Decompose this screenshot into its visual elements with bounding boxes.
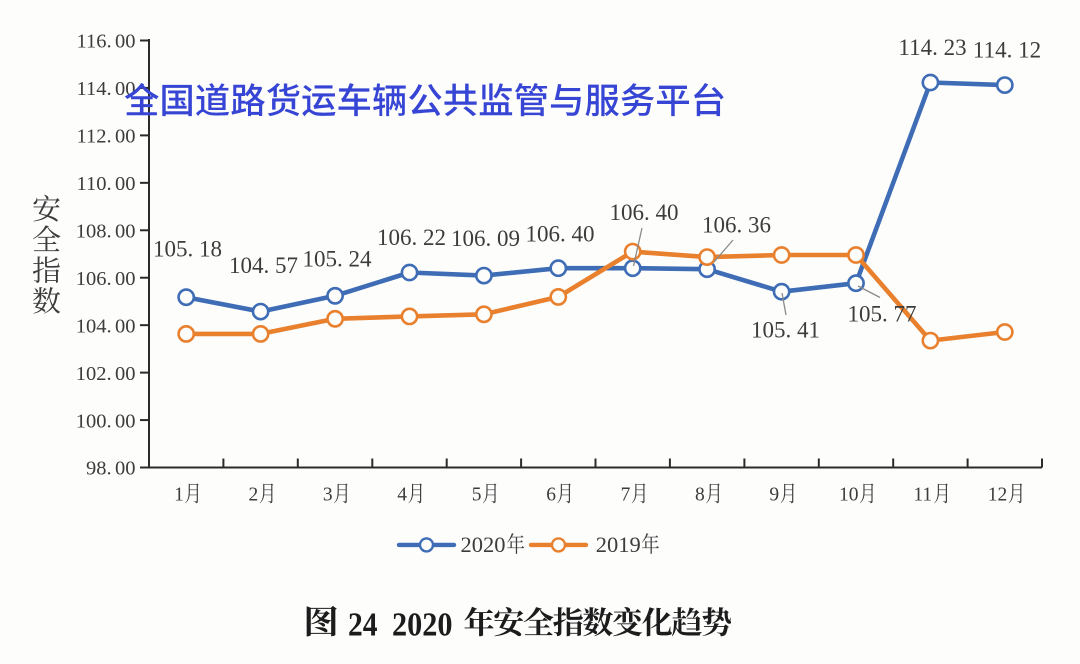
svg-text:2020: 2020 xyxy=(392,607,453,644)
svg-text:2: 2 xyxy=(249,485,259,506)
svg-text:4: 4 xyxy=(397,485,407,506)
svg-text:98.00: 98. 00 xyxy=(86,458,136,480)
svg-text:108.00: 108. 00 xyxy=(76,221,136,243)
svg-text:2020: 2020 xyxy=(461,532,506,557)
svg-text:106. 09: 106. 09 xyxy=(451,226,520,251)
svg-text:104.00: 104. 00 xyxy=(76,315,136,337)
svg-text:1: 1 xyxy=(174,485,184,506)
svg-text:2019: 2019 xyxy=(596,532,641,557)
svg-text:7: 7 xyxy=(621,485,631,506)
svg-text:100.00: 100. 00 xyxy=(76,410,136,432)
svg-text:112.00: 112. 00 xyxy=(76,126,135,148)
svg-text:105. 41: 105. 41 xyxy=(751,318,820,343)
svg-text:3: 3 xyxy=(323,485,333,506)
svg-text:11: 11 xyxy=(913,485,932,506)
svg-text:12: 12 xyxy=(988,485,1008,506)
svg-text:105. 24: 105. 24 xyxy=(303,247,373,272)
svg-text:9: 9 xyxy=(769,485,779,506)
svg-text:104. 57: 104. 57 xyxy=(229,253,298,278)
svg-text:106. 40: 106. 40 xyxy=(610,200,679,225)
svg-text:114. 12: 114. 12 xyxy=(973,37,1041,62)
svg-text:102.00: 102. 00 xyxy=(76,363,136,385)
svg-text:116.00: 116. 00 xyxy=(76,31,135,53)
svg-text:6: 6 xyxy=(546,485,556,506)
svg-text:110.00: 110. 00 xyxy=(76,173,135,195)
svg-text:106. 22: 106. 22 xyxy=(377,225,446,250)
svg-text:105. 18: 105. 18 xyxy=(153,237,222,262)
svg-text:8: 8 xyxy=(695,485,705,506)
svg-text:105. 77: 105. 77 xyxy=(848,302,917,327)
svg-text:106.00: 106. 00 xyxy=(76,268,136,290)
svg-text:10: 10 xyxy=(839,485,859,506)
svg-text:114. 23: 114. 23 xyxy=(898,35,966,60)
svg-text:24: 24 xyxy=(348,607,378,644)
svg-text:106. 36: 106. 36 xyxy=(702,213,771,238)
svg-text:5: 5 xyxy=(472,485,482,506)
svg-text:106. 40: 106. 40 xyxy=(526,222,595,247)
